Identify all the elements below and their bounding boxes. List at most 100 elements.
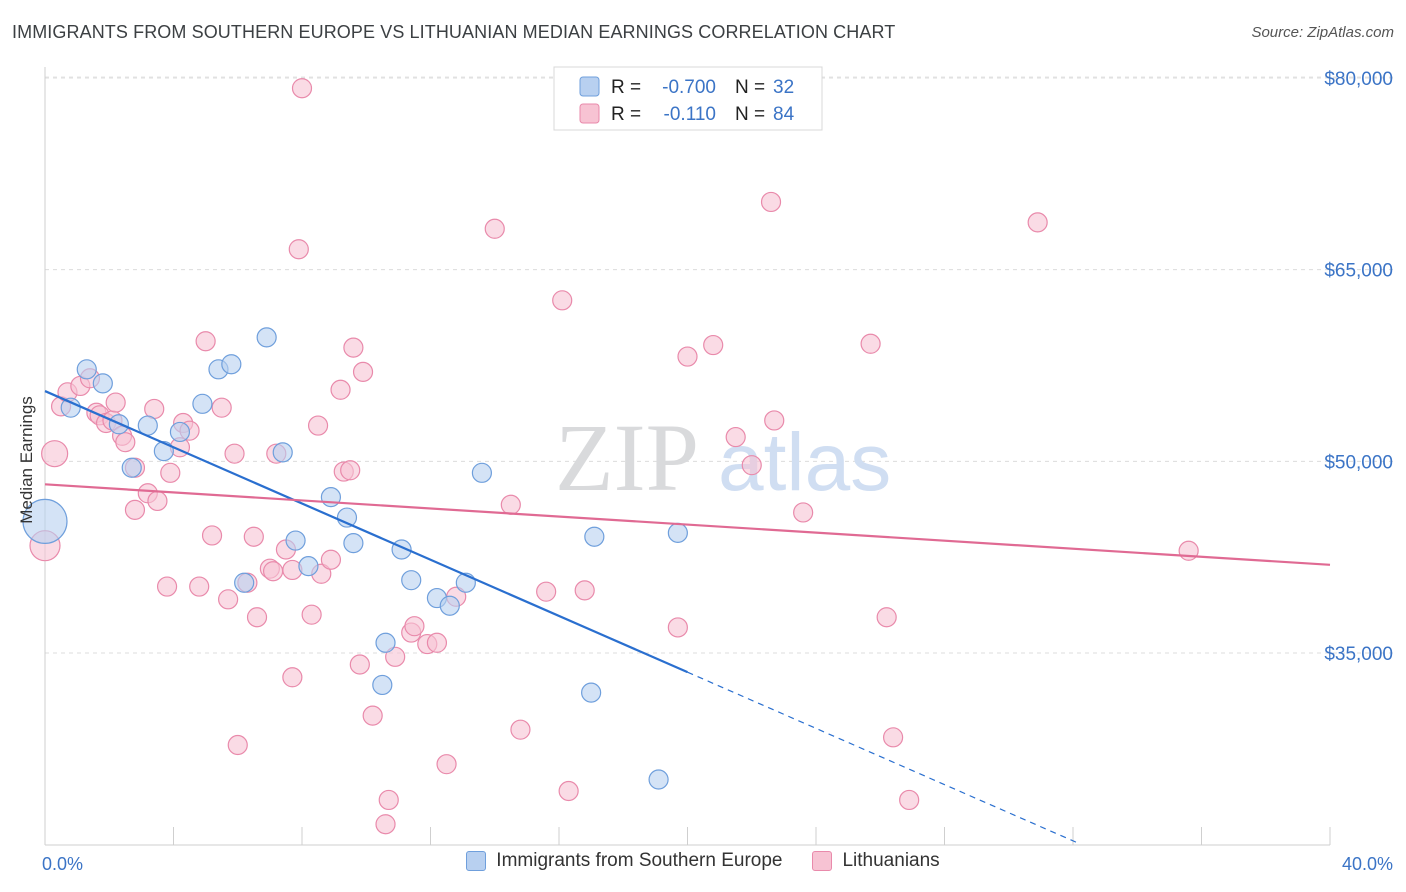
point-lithuanians xyxy=(301,604,322,625)
legend-swatch-pink xyxy=(812,851,833,871)
point-lithuanians xyxy=(282,667,303,688)
point-lithuanians xyxy=(426,632,448,653)
point-immigrants xyxy=(298,556,319,577)
point-lithuanians xyxy=(378,789,399,811)
point-lithuanians xyxy=(500,494,521,515)
point-immigrants xyxy=(667,522,688,543)
point-lithuanians xyxy=(741,455,762,476)
point-immigrants xyxy=(121,457,142,478)
point-lithuanians xyxy=(760,191,782,213)
series-legend: Immigrants from Southern Europe Lithuani… xyxy=(0,850,1406,872)
point-immigrants xyxy=(471,462,492,483)
point-lithuanians xyxy=(41,440,69,468)
point-lithuanians xyxy=(725,426,746,448)
point-lithuanians xyxy=(436,754,457,775)
stats-r-label-blue: R = xyxy=(611,77,641,98)
point-lithuanians xyxy=(288,239,309,260)
point-lithuanians xyxy=(340,460,361,481)
point-lithuanians xyxy=(536,581,557,602)
stats-r-value-pink: -0.110 xyxy=(664,104,716,125)
point-immigrants xyxy=(336,507,358,528)
point-lithuanians xyxy=(510,719,531,740)
axes xyxy=(44,67,1331,846)
point-lithuanians xyxy=(156,576,178,597)
legend-item-immigrants: Immigrants from Southern Europe xyxy=(466,850,782,872)
point-lithuanians xyxy=(105,392,126,413)
point-lithuanians xyxy=(147,490,168,512)
watermark-zip: ZIP xyxy=(555,404,699,511)
point-lithuanians xyxy=(1027,212,1048,233)
point-lithuanians xyxy=(558,780,579,802)
point-lithuanians xyxy=(677,346,698,367)
legend-item-lithuanians: Lithuanians xyxy=(812,850,940,872)
legend-label-lithuanians: Lithuanians xyxy=(842,850,940,871)
point-lithuanians xyxy=(307,415,329,436)
point-immigrants xyxy=(648,769,669,790)
point-lithuanians xyxy=(189,576,210,597)
point-immigrants xyxy=(256,327,277,348)
point-lithuanians xyxy=(764,410,785,431)
point-lithuanians xyxy=(404,616,425,637)
point-lithuanians xyxy=(343,337,364,358)
point-lithuanians xyxy=(876,607,897,628)
point-lithuanians xyxy=(115,432,136,453)
point-immigrants xyxy=(285,530,306,551)
point-immigrants xyxy=(60,397,81,418)
point-lithuanians xyxy=(201,525,223,546)
trend-line-lithuanians xyxy=(44,483,1331,566)
point-immigrants xyxy=(375,632,396,653)
point-immigrants xyxy=(221,354,242,375)
point-immigrants xyxy=(192,393,213,414)
stats-swatch-blue xyxy=(579,76,600,97)
stats-r-label-pink: R = xyxy=(611,104,641,125)
point-lithuanians xyxy=(552,290,573,311)
trend-line-immigrants-extension xyxy=(687,671,1080,845)
point-lithuanians xyxy=(195,331,216,352)
y-tick-label: $35,000 xyxy=(1324,644,1393,665)
point-lithuanians xyxy=(218,589,239,610)
stats-swatch-pink xyxy=(579,103,600,124)
tick-labels: $35,000 $50,000 $65,000 $80,000 0.0% 40.0% xyxy=(42,69,1393,874)
chart-title: IMMIGRANTS FROM SOUTHERN EUROPE VS LITHU… xyxy=(12,22,896,42)
trend-line-immigrants xyxy=(44,390,688,674)
point-immigrants xyxy=(372,674,393,696)
grid-lines xyxy=(45,76,1395,654)
point-lithuanians xyxy=(243,526,264,547)
point-lithuanians xyxy=(211,397,232,418)
point-immigrants xyxy=(584,526,605,547)
y-axis-label: Median Earnings xyxy=(17,396,36,524)
stats-n-label-pink: N = xyxy=(735,104,765,125)
point-immigrants xyxy=(22,498,68,544)
stats-r-value-blue: -0.700 xyxy=(662,77,716,98)
point-lithuanians xyxy=(349,654,370,675)
point-lithuanians xyxy=(793,502,814,523)
point-lithuanians xyxy=(320,549,342,570)
trend-lines xyxy=(44,390,1331,845)
point-lithuanians xyxy=(330,379,351,400)
point-lithuanians xyxy=(882,727,904,748)
point-lithuanians xyxy=(385,646,406,667)
point-lithuanians xyxy=(224,443,245,464)
point-immigrants xyxy=(343,533,364,554)
point-lithuanians xyxy=(160,462,181,483)
point-immigrants xyxy=(401,570,422,591)
point-immigrants xyxy=(169,421,191,443)
stats-n-value-pink: 84 xyxy=(773,104,795,125)
x-tick-label-max: 40.0% xyxy=(1342,854,1393,874)
legend-label-immigrants: Immigrants from Southern Europe xyxy=(496,850,783,871)
point-immigrants xyxy=(92,373,113,394)
point-lithuanians xyxy=(262,561,284,582)
source-label: Source: ZipAtlas.com xyxy=(1251,24,1394,41)
point-immigrants xyxy=(272,442,293,463)
point-immigrants xyxy=(76,359,97,380)
point-immigrants xyxy=(153,441,174,462)
point-lithuanians xyxy=(362,705,383,726)
point-lithuanians xyxy=(667,617,688,638)
point-lithuanians xyxy=(375,814,396,835)
y-tick-label: $65,000 xyxy=(1324,261,1393,282)
stats-legend: R = -0.700 N = 32 R = -0.110 N = 84 xyxy=(553,66,823,131)
point-immigrants xyxy=(581,682,602,703)
stats-n-value-blue: 32 xyxy=(773,77,794,98)
point-lithuanians xyxy=(484,218,505,239)
